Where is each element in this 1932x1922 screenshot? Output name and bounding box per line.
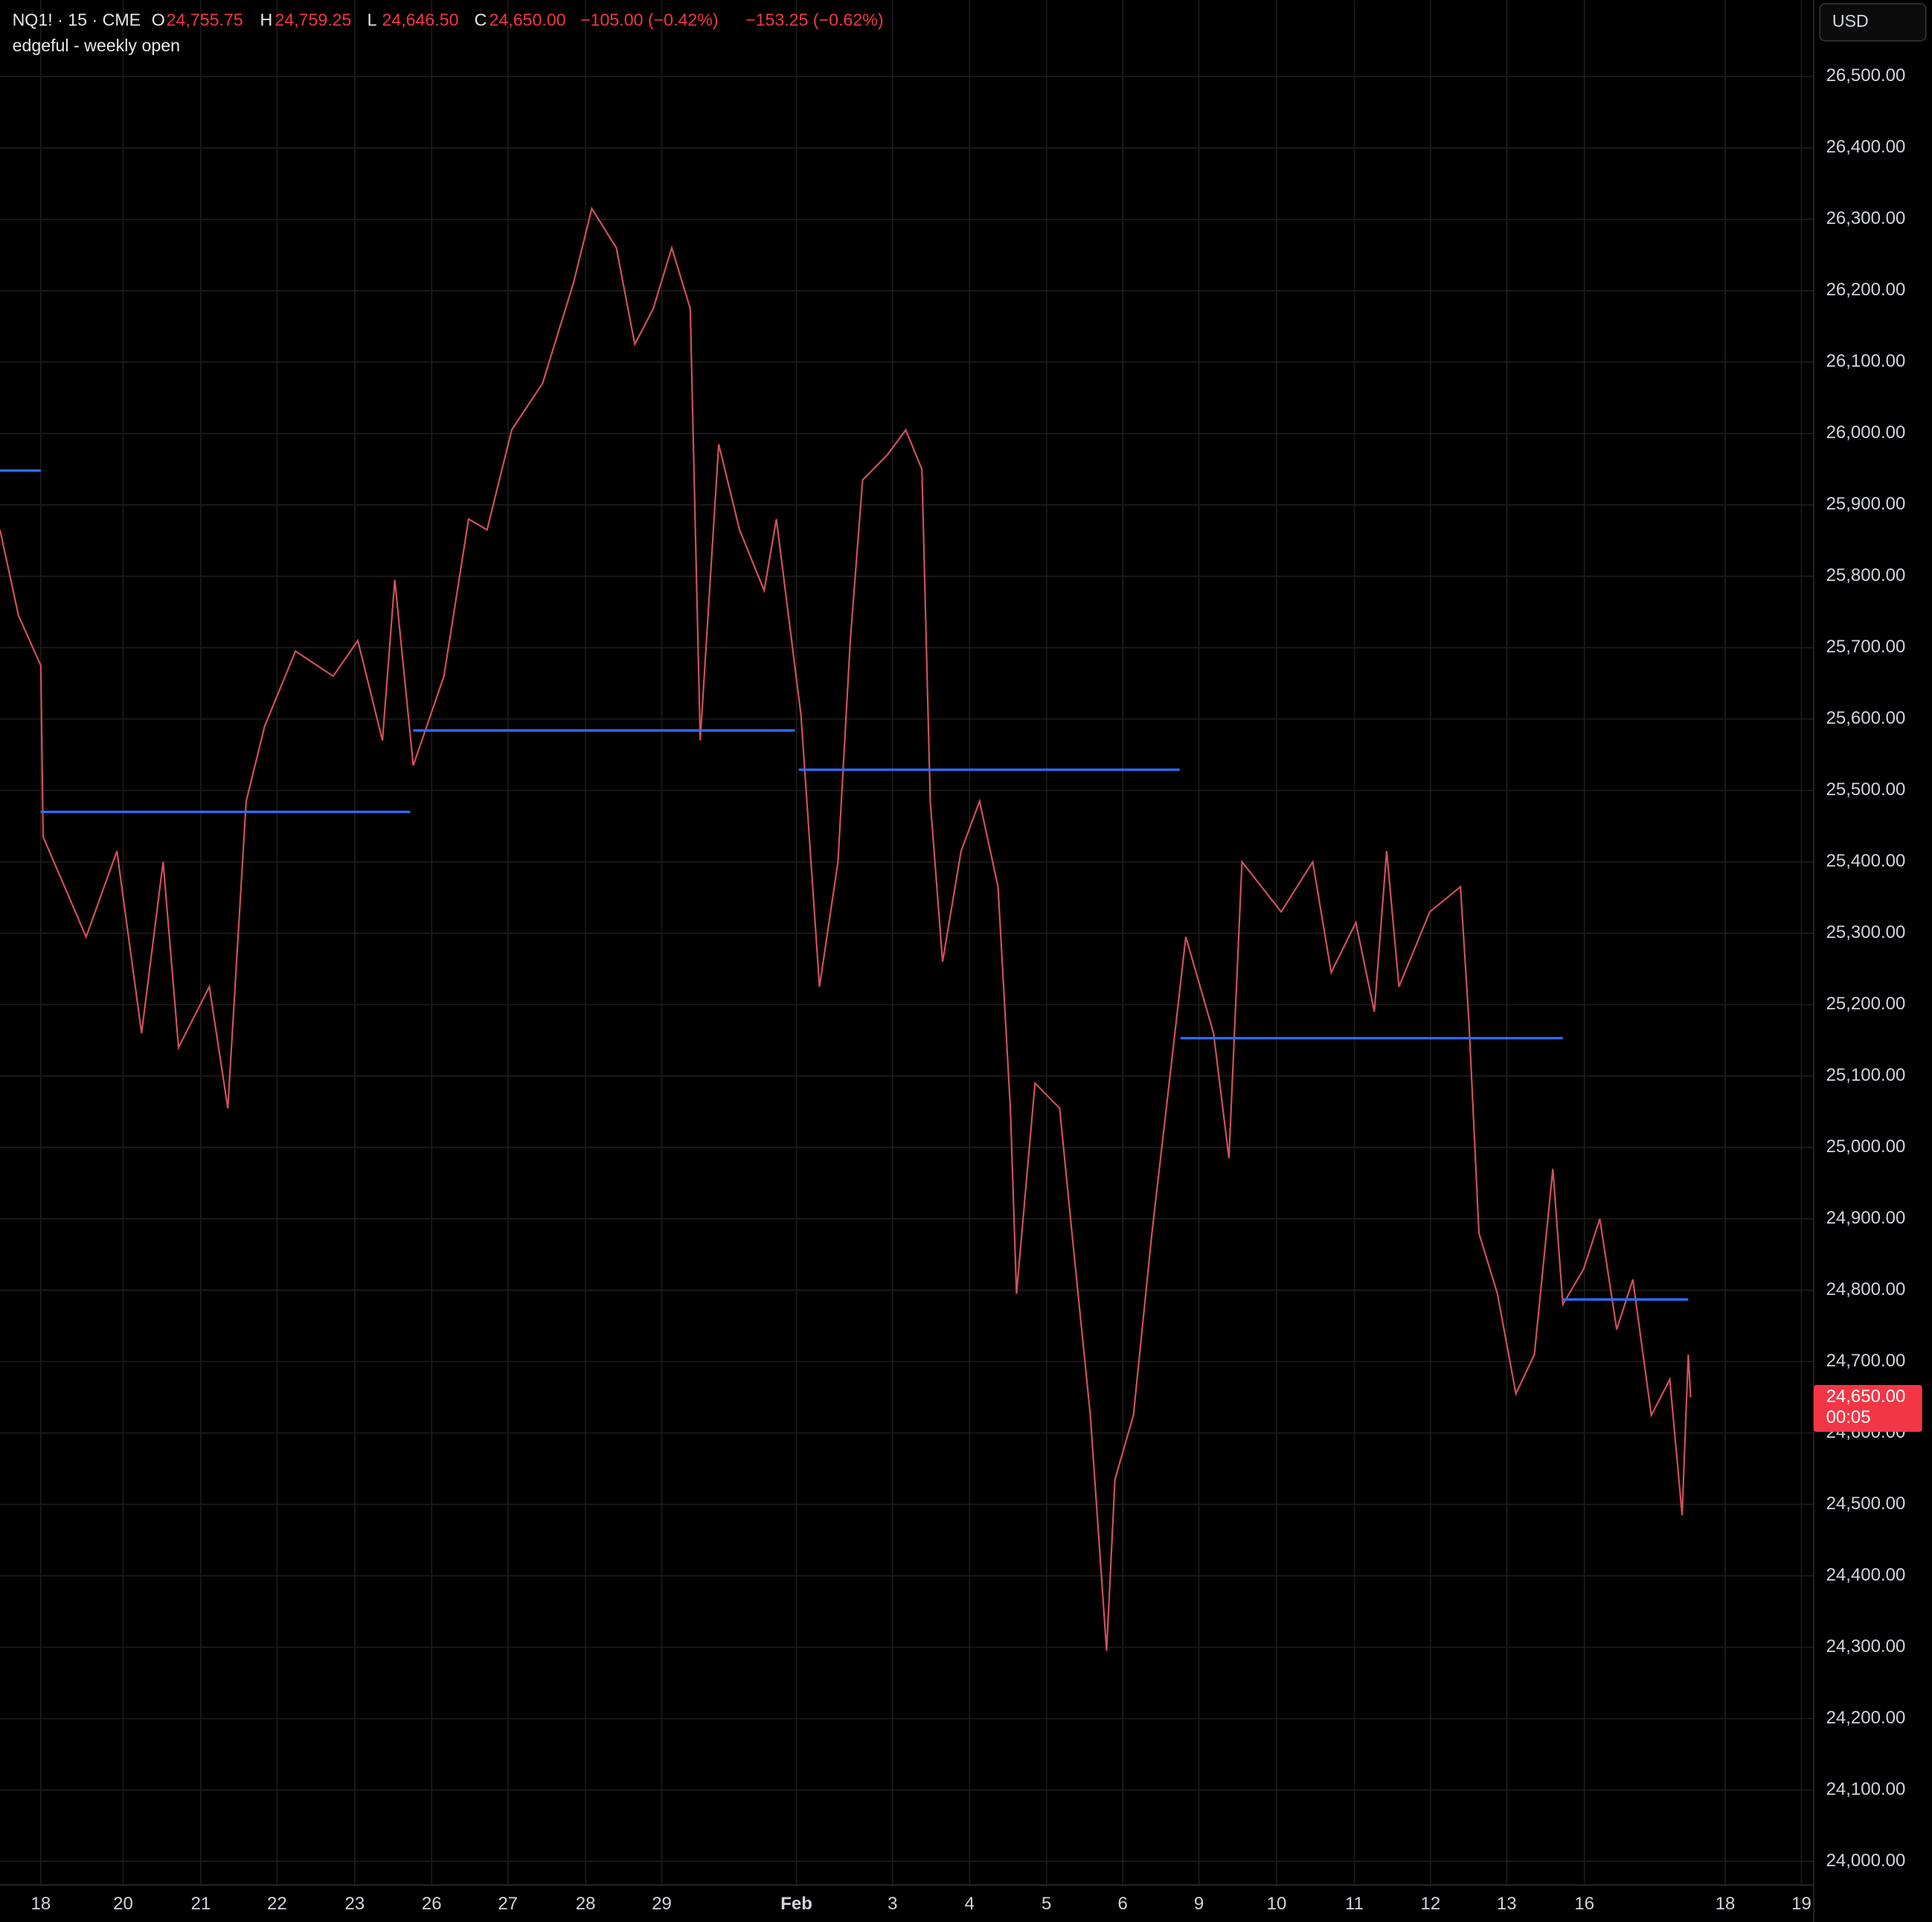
y-tick-label: 26,200.00	[1826, 280, 1906, 300]
y-tick-label: 25,400.00	[1826, 851, 1906, 871]
x-tick-label: 16	[1574, 1894, 1594, 1914]
countdown-label: 00:05	[1826, 1407, 1871, 1427]
y-tick-label: 26,100.00	[1826, 351, 1906, 371]
x-tick-label: 5	[1042, 1894, 1051, 1914]
y-tick-label: 25,300.00	[1826, 922, 1906, 942]
x-tick-label: 19	[1791, 1894, 1811, 1914]
y-tick-label: 24,300.00	[1826, 1636, 1906, 1656]
x-tick-label: 6	[1117, 1894, 1127, 1914]
x-tick-label: 26	[422, 1894, 442, 1914]
x-tick-label: 22	[267, 1894, 287, 1914]
x-tick-label: 28	[576, 1894, 596, 1914]
x-tick-label: Feb	[780, 1894, 812, 1914]
symbol-title: NQ1! · 15 · CME	[13, 10, 141, 29]
y-tick-label: 24,100.00	[1826, 1779, 1906, 1799]
y-tick-label: 24,200.00	[1826, 1708, 1906, 1728]
y-tick-label: 26,400.00	[1826, 137, 1906, 157]
ohlc-value: 24,759.25	[275, 10, 351, 29]
y-tick-label: 24,700.00	[1826, 1351, 1906, 1371]
grid	[0, 0, 1814, 1886]
x-tick-label: 11	[1345, 1894, 1364, 1914]
axes: 24,000.00 24,100.00 24,200.00 24,300.00 24,4…	[31, 65, 1922, 1914]
ohlc-key: L	[368, 10, 377, 29]
x-tick-label: 9	[1194, 1894, 1204, 1914]
ohlc-value: 24,650.00	[490, 10, 566, 29]
x-tick-label: 10	[1267, 1894, 1287, 1914]
ohlc-key: C	[475, 10, 487, 29]
x-tick-label: 21	[191, 1894, 211, 1914]
ohlc-key: H	[260, 10, 272, 29]
y-tick-label: 24,000.00	[1826, 1851, 1906, 1871]
y-tick-label: 25,000.00	[1826, 1137, 1906, 1157]
y-tick-label: 26,500.00	[1826, 65, 1906, 86]
currency-button[interactable]	[1819, 3, 1927, 42]
y-tick-label: 24,900.00	[1826, 1208, 1906, 1228]
change: −105.00 (−0.42%)	[580, 10, 719, 29]
ohlc-value: 24,646.50	[382, 10, 458, 29]
y-tick-label: 26,000.00	[1826, 422, 1906, 443]
x-tick-label: 27	[498, 1894, 518, 1914]
x-tick-label: 4	[965, 1894, 975, 1914]
y-tick-label: 24,400.00	[1826, 1565, 1906, 1585]
plot-area	[0, 206, 1692, 1651]
y-tick-label: 25,900.00	[1826, 494, 1906, 514]
x-tick-label: 29	[652, 1894, 672, 1914]
y-tick-label: 25,200.00	[1826, 994, 1906, 1014]
y-tick-label: 25,100.00	[1826, 1065, 1906, 1085]
x-tick-label: 18	[31, 1894, 51, 1914]
last-price-label: 24,650.00	[1826, 1386, 1906, 1407]
change-2: −153.25 (−0.62%)	[745, 10, 884, 29]
y-tick-label: 25,600.00	[1826, 708, 1906, 728]
last-price-tag	[1814, 1385, 1922, 1432]
x-tick-label: 18	[1716, 1894, 1736, 1914]
legend-header: NQ1! · 15 · CME O 24,755.75 H 24,759.25 L 24,…	[13, 10, 884, 29]
currency-label[interactable]: USD	[1832, 11, 1869, 30]
x-tick-label: 13	[1497, 1894, 1517, 1914]
y-tick-label: 26,300.00	[1826, 208, 1906, 228]
ohlc-key: O	[152, 10, 165, 29]
x-tick-label: 20	[113, 1894, 133, 1914]
y-tick-label: 24,800.00	[1826, 1279, 1906, 1299]
x-tick-label: 12	[1421, 1894, 1441, 1914]
y-tick-label: 25,800.00	[1826, 565, 1906, 585]
y-tick-label: 25,500.00	[1826, 780, 1906, 800]
y-tick-label: 24,500.00	[1826, 1494, 1906, 1514]
price-line	[0, 206, 1692, 1651]
x-tick-label: 3	[888, 1894, 897, 1914]
y-tick-label: 25,700.00	[1826, 637, 1906, 657]
indicator-name: edgeful - weekly open	[13, 36, 180, 55]
ohlc-value: 24,755.75	[167, 10, 243, 29]
x-tick-label: 23	[344, 1894, 365, 1914]
